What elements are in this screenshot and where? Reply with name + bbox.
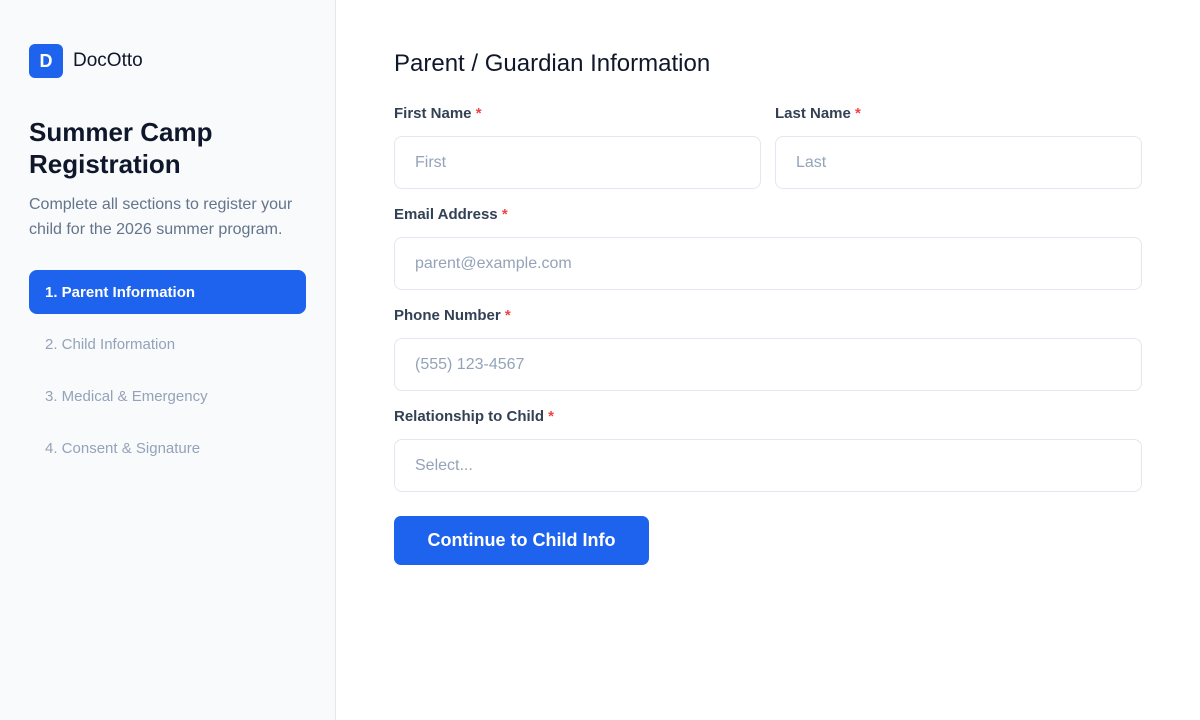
email-input[interactable]: parent@example.com	[394, 237, 1142, 290]
phone-label: Phone Number *	[394, 307, 511, 324]
last-name-input[interactable]: Last	[775, 136, 1142, 189]
relationship-label: Relationship to Child *	[394, 408, 555, 425]
first-name-label: First Name *	[394, 105, 482, 122]
logo-icon: D	[29, 44, 63, 78]
step-nav: 1. Parent Information 2. Child Informati…	[29, 270, 306, 478]
relationship-select[interactable]: Select...	[394, 439, 1142, 492]
last-name-group: Last Name * Last	[775, 105, 1142, 189]
relationship-group: Relationship to Child * Select...	[394, 408, 1142, 492]
logo: D DocOtto	[29, 44, 143, 78]
step-medical-emergency[interactable]: 3. Medical & Emergency	[45, 387, 208, 405]
last-name-label: Last Name *	[775, 105, 861, 122]
phone-input[interactable]: (555) 123-4567	[394, 338, 1142, 391]
first-name-group: First Name * First	[394, 105, 761, 189]
phone-group: Phone Number * (555) 123-4567	[394, 307, 1142, 391]
page-title: Summer Camp Registration	[29, 117, 213, 179]
sidebar: D DocOtto Summer Camp Registration Compl…	[0, 0, 336, 720]
step-parent-information[interactable]: 1. Parent Information	[29, 270, 306, 314]
brand-name: DocOtto	[73, 50, 143, 71]
email-group: Email Address * parent@example.com	[394, 206, 1142, 290]
email-label: Email Address *	[394, 206, 508, 223]
first-name-input[interactable]: First	[394, 136, 761, 189]
page-description: Complete all sections to register your c…	[29, 196, 293, 238]
step-child-information[interactable]: 2. Child Information	[45, 335, 176, 353]
step-consent-signature[interactable]: 4. Consent & Signature	[45, 439, 201, 457]
continue-button[interactable]: Continue to Child Info	[394, 516, 649, 565]
form-title: Parent / Guardian Information	[394, 50, 711, 77]
